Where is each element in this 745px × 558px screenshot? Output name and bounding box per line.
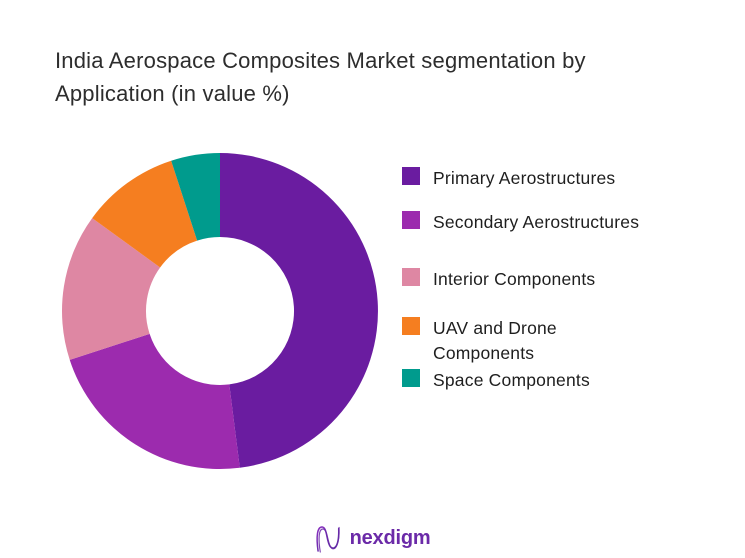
- legend-item-primary-aerostructures: Primary Aerostructures: [402, 166, 615, 191]
- donut-chart: [62, 153, 378, 469]
- legend-swatch-icon: [402, 268, 420, 286]
- legend-swatch-icon: [402, 211, 420, 229]
- legend-item-space-components: Space Components: [402, 368, 590, 393]
- legend-swatch-icon: [402, 167, 420, 185]
- brand-footer: nexdigm: [315, 523, 431, 554]
- nexdigm-n-wave-icon: [315, 526, 340, 553]
- donut-slice-4: [171, 153, 220, 241]
- legend-swatch-icon: [402, 317, 420, 335]
- legend-label: Space Components: [433, 370, 590, 390]
- chart-title: India Aerospace Composites Market segmen…: [55, 48, 586, 106]
- donut-slice-0: [220, 153, 378, 468]
- legend-item-uav-and-drone-components: UAV and Drone Components: [402, 316, 593, 366]
- donut-slice-3: [92, 160, 198, 268]
- legend-label: UAV and Drone Components: [433, 318, 557, 363]
- donut-slice-1: [69, 333, 240, 469]
- legend-label: Secondary Aerostructures: [433, 212, 640, 232]
- legend-item-secondary-aerostructures: Secondary Aerostructures: [402, 210, 639, 235]
- donut-slices: [62, 153, 378, 469]
- legend-item-interior-components: Interior Components: [402, 267, 595, 292]
- legend-label: Interior Components: [433, 269, 596, 289]
- legend-label: Primary Aerostructures: [433, 168, 616, 188]
- brand-name: nexdigm: [349, 527, 431, 549]
- donut-slice-2: [62, 218, 161, 360]
- donut-chart-svg: [62, 153, 378, 469]
- legend-swatch-icon: [402, 369, 420, 387]
